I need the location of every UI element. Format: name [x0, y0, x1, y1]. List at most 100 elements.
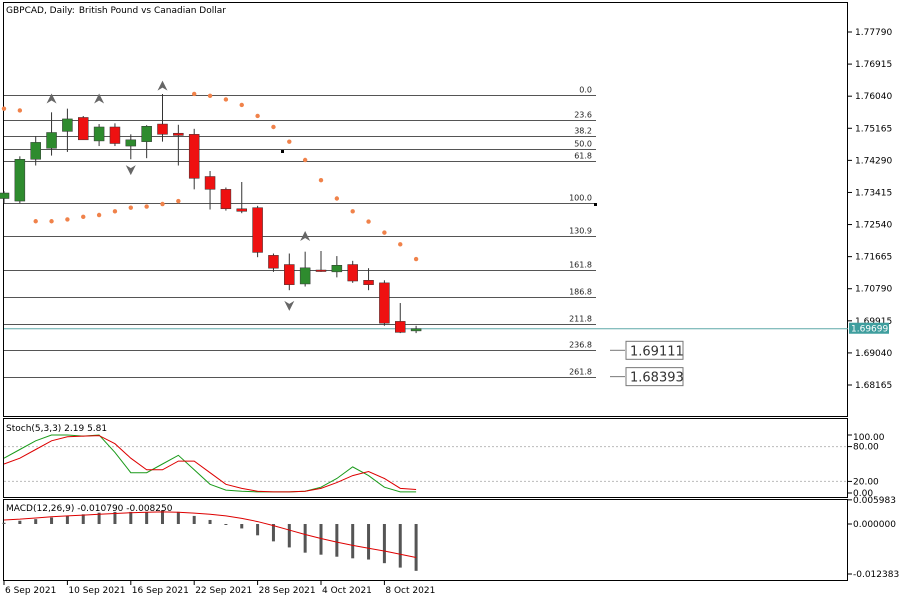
macd-histogram-bar	[351, 524, 355, 559]
sar-dot	[1, 106, 7, 111]
candles	[0, 93, 422, 334]
candle-body	[363, 280, 374, 285]
macd-histogram-bar	[50, 517, 54, 524]
parabolic-sar	[1, 91, 419, 262]
fib-level-label: 130.9	[569, 227, 592, 236]
sar-dot	[318, 177, 324, 183]
price-tick-label: 1.77790	[855, 28, 892, 38]
candle-body	[30, 142, 41, 160]
fib-level-label: 211.8	[569, 315, 592, 324]
stochastic-tick-label: 100.00	[853, 433, 885, 443]
candle-body	[125, 139, 137, 147]
price-tick-label: 1.76040	[855, 92, 892, 102]
candle-body	[46, 132, 57, 149]
sar-dot	[207, 93, 213, 99]
price-tick-label: 1.75165	[855, 124, 892, 134]
price-tick-label: 1.70790	[855, 285, 892, 295]
fib-price-box	[625, 367, 684, 387]
fib-anchor[interactable]	[281, 150, 284, 153]
current-price-tag: 1.69699	[849, 322, 889, 335]
sar-dot	[223, 97, 229, 102]
candle-body	[347, 264, 358, 282]
price-tick-label: 1.76915	[855, 60, 892, 70]
fib-level-label: 100.0	[569, 194, 592, 203]
stochastic-label: Stoch(5,3,3) 2.19 5.81	[6, 424, 107, 434]
sar-dot	[239, 102, 244, 108]
fibonacci-price-boxes: 1.69111 1.68393	[610, 340, 684, 387]
sar-dot	[192, 91, 197, 97]
sar-dot	[334, 196, 340, 201]
macd-histogram-bar	[176, 511, 180, 524]
macd-pane[interactable]	[3, 499, 848, 581]
fractal-up-arrow	[46, 93, 57, 104]
sar-dot	[17, 108, 23, 113]
sar-dot	[160, 201, 165, 207]
macd-histogram-bar	[161, 510, 164, 524]
stochastic-tick-label: 80.00	[853, 443, 879, 453]
macd-histogram-bar	[34, 519, 38, 524]
date-tick-label: 4 Oct 2021	[322, 586, 372, 596]
sar-dot	[65, 217, 70, 222]
candle-body	[141, 126, 152, 142]
fibonacci-expansion[interactable]: 0.0 23.6 38.2 50.0 61.8 100.0 130.9 161.8 186.8 2…	[4, 86, 597, 378]
macd-histogram-bar	[81, 514, 85, 524]
macd-histogram-bar	[97, 512, 101, 524]
candle-body	[410, 328, 422, 332]
price-tick-label: 1.69915	[855, 317, 892, 327]
price-pane[interactable]	[3, 2, 848, 417]
macd-histogram-bar	[398, 524, 402, 568]
stochastic-signal-line	[3, 435, 417, 493]
fib-level-label: 38.2	[574, 127, 592, 136]
fib-price-box-label: 1.68393	[630, 371, 684, 386]
candle-body	[0, 192, 10, 199]
fib-anchor[interactable]	[594, 203, 597, 206]
stochastic-oscillator	[3, 434, 848, 493]
candle-body	[395, 321, 406, 333]
candle-body	[268, 255, 279, 269]
fib-level-label: 236.8	[569, 341, 592, 350]
current-price-label: 1.69699	[851, 325, 888, 335]
macd-tick-label: 0.000000	[853, 520, 896, 530]
macd-histogram-bar	[367, 524, 371, 560]
date-tick-label: 16 Sep 2021	[132, 586, 189, 596]
sar-dot	[96, 212, 102, 218]
macd-histogram-bar	[113, 511, 117, 524]
price-axis: 1.77790 1.76915 1.76040 1.75165 1.74290 1.734…	[848, 28, 892, 391]
fib-level-label: 186.8	[569, 288, 592, 297]
macd-histogram-bar	[65, 515, 69, 524]
candle-body	[299, 267, 311, 285]
fib-level-label: 0.0	[579, 86, 592, 95]
macd-histogram-bar	[240, 524, 244, 529]
fib-price-box-label: 1.69111	[630, 344, 684, 359]
macd-label: MACD(12,26,9) -0.010790 -0.008250	[6, 504, 173, 514]
candle-body	[173, 132, 184, 136]
fractals	[46, 80, 311, 311]
sar-dot	[255, 113, 260, 119]
candle-body	[315, 269, 327, 272]
macd-histogram-bar	[192, 515, 196, 524]
fractal-up-arrow	[157, 80, 168, 91]
macd-histogram-bar	[303, 524, 307, 553]
fib-level-label: 161.8	[569, 261, 592, 270]
macd-histogram-bar	[271, 524, 275, 542]
stochastic-tick-label: 20.00	[853, 477, 879, 487]
macd-histogram-bar	[129, 511, 133, 524]
price-tick-label: 1.72540	[855, 221, 892, 231]
sar-dot	[271, 124, 276, 130]
candle-body	[236, 208, 247, 212]
stochastic-pane[interactable]	[3, 418, 848, 498]
macd-signal-line	[3, 511, 417, 559]
sar-dot	[49, 219, 54, 224]
stochastic-main-line	[3, 434, 417, 493]
macd-histogram-bar	[2, 522, 6, 524]
date-tick-label: 6 Sep 2021	[5, 586, 56, 596]
macd-histogram-bar	[224, 524, 228, 525]
sar-dot	[366, 219, 371, 224]
candle-body	[109, 126, 121, 144]
date-tick-label: 10 Sep 2021	[68, 586, 125, 596]
price-tick-label: 1.71665	[855, 253, 892, 263]
sar-dot	[398, 242, 403, 247]
fib-level-label: 261.8	[569, 368, 592, 377]
candle-body	[284, 264, 295, 285]
price-tick-label: 1.73415	[855, 188, 892, 198]
